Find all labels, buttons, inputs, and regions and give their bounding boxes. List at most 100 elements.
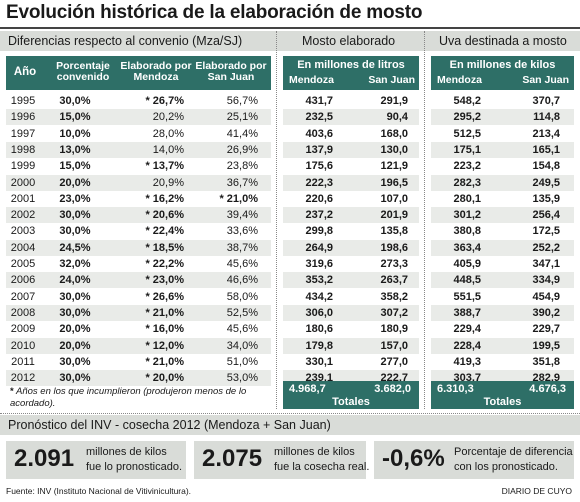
row-stripe (6, 370, 271, 387)
total-litros-sanjuan: 3.682,0 (374, 383, 411, 395)
cell-litros-sanjuan: 358,2 (380, 290, 408, 303)
harvest-line2: fue la cosecha real. (274, 461, 370, 473)
cell-kilos-sanjuan: 154,8 (532, 160, 560, 173)
mid-unit-label: En millones de litros (297, 59, 405, 71)
cell-kilos-sanjuan: 252,2 (532, 241, 560, 254)
cell-kilos-sanjuan: 172,5 (532, 225, 560, 238)
cell-litros-mendoza: 434,2 (305, 290, 333, 303)
cell-mendoza: * 16,2% (145, 192, 184, 205)
section-header-band: Diferencias respecto al convenio (Mza/SJ… (0, 31, 580, 51)
cell-convenido: 20,0% (59, 339, 91, 352)
cell-sanjuan: 45,6% (226, 258, 258, 270)
cell-anio: 2006 (10, 274, 36, 287)
mid-totals: 4.968,7 3.682,0 Totales (283, 381, 419, 409)
cell-sanjuan: 51,0% (226, 355, 258, 368)
cell-litros-sanjuan: 168,0 (380, 127, 408, 140)
difference-value: -0,6% (382, 445, 445, 472)
row-stripe (6, 272, 271, 289)
header-sanjuan: Elaborado por San Juan (195, 60, 267, 83)
difference-line2: con los pronosticado. (454, 461, 558, 473)
cell-kilos-mendoza: 419,3 (453, 355, 481, 368)
harvest-card: 2.075 millones de kilos fue la cosecha r… (194, 441, 370, 479)
cell-litros-sanjuan: 90,4 (386, 111, 408, 124)
right-table-header: En millones de kilos Mendoza San Juan (431, 56, 574, 90)
cell-kilos-mendoza: 301,2 (453, 209, 481, 222)
cell-litros-sanjuan: 273,3 (380, 258, 408, 270)
cell-anio: 2007 (10, 290, 36, 303)
cell-litros-mendoza: 306,0 (305, 306, 333, 319)
cell-kilos-mendoza: 548,2 (453, 95, 481, 107)
cell-mendoza: * 20,6% (145, 209, 184, 222)
cell-anio: 2002 (10, 209, 36, 222)
forecast-line1: millones de kilos (86, 446, 167, 458)
row-stripe (431, 239, 574, 256)
mid-table-header: En millones de litros Mendoza San Juan (283, 56, 419, 90)
cell-litros-sanjuan: 196,5 (380, 176, 408, 189)
cell-litros-mendoza: 222,3 (305, 176, 333, 189)
section-divider (0, 413, 580, 414)
footnote-text: Años en los que incumplieron (produjeron… (10, 386, 247, 409)
total-kilos-label: Totales (483, 396, 522, 408)
footnote: * Años en los que incumplieron (produjer… (10, 386, 272, 410)
cell-anio: 2001 (10, 192, 36, 205)
cell-anio: 1999 (10, 160, 36, 173)
total-kilos-sanjuan: 4.676,3 (529, 383, 566, 395)
cell-convenido: 10,0% (59, 127, 91, 140)
cell-kilos-mendoza: 282,3 (453, 176, 481, 189)
title-rule (0, 27, 580, 29)
footnote-star: * (10, 386, 14, 397)
cell-sanjuan: 53,0% (226, 372, 258, 385)
cell-kilos-mendoza: 363,4 (453, 241, 481, 254)
cell-mendoza: * 22,2% (145, 258, 184, 270)
cell-convenido: 15,0% (59, 111, 91, 124)
cell-mendoza: 14,0% (152, 143, 184, 156)
harvest-line1: millones de kilos (274, 446, 355, 458)
row-stripe (283, 272, 419, 289)
cell-convenido: 23,0% (59, 192, 91, 205)
row-stripe (6, 109, 271, 126)
cell-litros-mendoza: 237,2 (305, 209, 333, 222)
cell-litros-sanjuan: 198,6 (380, 241, 408, 254)
header-mendoza: Elaborado por Mendoza (120, 60, 192, 83)
row-stripe (431, 337, 574, 354)
cell-mendoza: * 26,6% (145, 290, 184, 303)
cell-litros-sanjuan: 180,9 (380, 323, 408, 336)
page-title: Evolución histórica de la elaboración de… (6, 2, 423, 23)
total-kilos-mendoza: 6.310,3 (437, 383, 474, 395)
cell-mendoza: * 13,7% (145, 160, 184, 173)
cell-convenido: 30,0% (59, 372, 91, 385)
cell-litros-mendoza: 179,8 (305, 339, 333, 352)
cell-litros-mendoza: 220,6 (305, 192, 333, 205)
cell-sanjuan: 36,7% (226, 176, 258, 189)
cell-litros-sanjuan: 121,9 (380, 160, 408, 173)
cell-litros-sanjuan: 291,9 (380, 95, 408, 107)
cell-litros-sanjuan: 201,9 (380, 209, 408, 222)
cell-anio: 1998 (10, 143, 36, 156)
cell-mendoza: * 23,0% (145, 274, 184, 287)
cell-litros-sanjuan: 107,0 (380, 192, 408, 205)
cell-sanjuan: 58,0% (226, 290, 258, 303)
cell-convenido: 30,0% (59, 225, 91, 238)
cell-convenido: 32,0% (59, 258, 91, 270)
cell-convenido: 30,0% (59, 209, 91, 222)
cell-kilos-mendoza: 551,5 (453, 290, 481, 303)
cell-mendoza: 20,2% (152, 111, 184, 124)
cell-litros-sanjuan: 135,8 (380, 225, 408, 238)
cell-mendoza: * 21,0% (145, 306, 184, 319)
cell-kilos-sanjuan: 256,4 (532, 209, 560, 222)
cell-anio: 1996 (10, 111, 36, 124)
cell-anio: 2012 (10, 372, 36, 385)
cell-mendoza: 28,0% (152, 127, 184, 140)
forecast-value: 2.091 (14, 445, 75, 472)
cell-convenido: 30,0% (59, 355, 91, 368)
harvest-value: 2.075 (202, 445, 263, 472)
cell-sanjuan: 56,7% (226, 95, 258, 107)
divider-left (276, 31, 277, 409)
cell-litros-sanjuan: 277,0 (380, 355, 408, 368)
left-table-header: Año Porcentaje convenido Elaborado por M… (6, 56, 271, 90)
cell-kilos-sanjuan: 370,7 (532, 95, 560, 107)
cell-mendoza: 20,9% (152, 176, 184, 189)
cell-kilos-sanjuan: 454,9 (532, 290, 560, 303)
cell-mendoza: * 18,5% (145, 241, 184, 254)
cell-kilos-mendoza: 512,5 (453, 127, 481, 140)
